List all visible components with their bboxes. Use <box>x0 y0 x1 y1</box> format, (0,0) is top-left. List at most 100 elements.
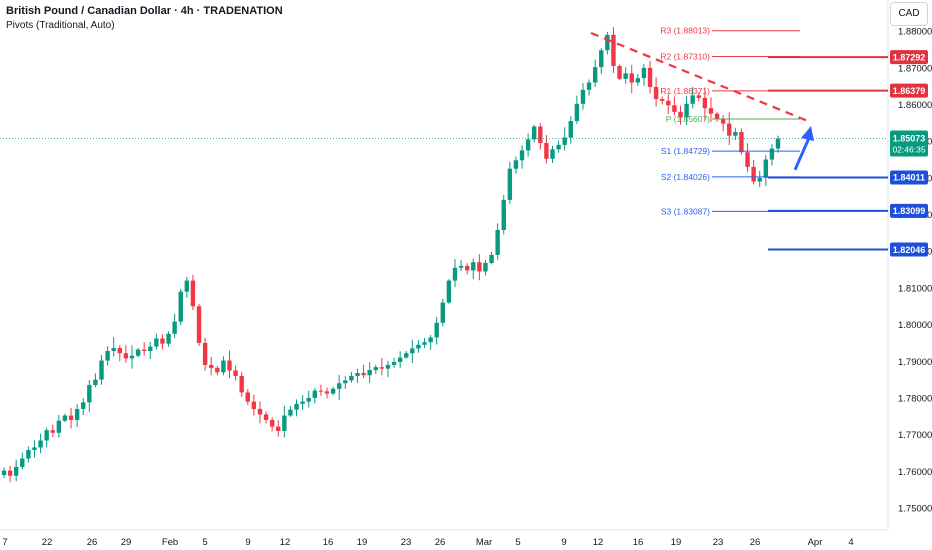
candle-body <box>422 342 427 345</box>
candle-body <box>440 302 446 323</box>
candle-body <box>166 333 171 344</box>
candle-body <box>379 367 385 369</box>
candle-body <box>525 139 531 151</box>
time-tick-label: 4 <box>848 537 853 548</box>
time-tick-label: Apr <box>808 537 823 548</box>
candle-body <box>93 379 98 386</box>
candle-body <box>56 420 62 433</box>
candle-body <box>513 160 519 169</box>
pivot-label: R2 (1.87310) <box>660 51 710 61</box>
price-tick-label: 1.77000 <box>898 430 932 441</box>
level-price-tag-text: 1.84011 <box>893 173 925 183</box>
time-tick-label: 29 <box>121 537 132 548</box>
time-tick-label: 19 <box>671 537 682 548</box>
candle-body <box>81 402 86 409</box>
candle-body <box>367 370 372 376</box>
candle-body <box>678 111 683 118</box>
candle-body <box>477 262 482 272</box>
candle-body <box>251 401 257 409</box>
candle-body <box>300 401 305 404</box>
candle-body <box>294 403 299 410</box>
candle-body <box>87 385 92 403</box>
candle-body <box>666 100 671 106</box>
current-price-tag <box>890 130 928 157</box>
candle-body <box>324 391 330 394</box>
currency-button[interactable]: CAD <box>890 2 928 26</box>
candle-body <box>586 82 592 90</box>
candle-body <box>263 414 269 420</box>
candle-body <box>635 78 641 83</box>
descending-trendline[interactable] <box>590 31 809 123</box>
price-tick-label: 1.87000 <box>898 63 932 74</box>
candle-body <box>135 349 141 356</box>
time-tick-label: 5 <box>515 537 520 548</box>
level-price-tag-text: 1.86379 <box>893 86 926 96</box>
time-tick-label: 23 <box>713 537 724 548</box>
candle-body <box>727 123 732 136</box>
candle-body <box>611 34 616 67</box>
time-tick-label: 7 <box>2 537 7 548</box>
candle-body <box>708 108 714 114</box>
candle-body <box>20 458 25 467</box>
level-price-tag-text: 1.83099 <box>893 206 926 216</box>
candle-body <box>629 73 634 83</box>
candle-body <box>239 375 244 393</box>
candle-body <box>416 344 421 349</box>
price-tick-label: 1.76000 <box>898 467 932 478</box>
candle-body <box>574 103 580 122</box>
candle-body <box>672 105 677 112</box>
candle-body <box>446 280 452 303</box>
candle-body <box>1 470 7 475</box>
candle-body <box>306 397 311 402</box>
indicator-legend[interactable]: Pivots (Traditional, Auto) <box>6 20 115 31</box>
candle-body <box>330 388 336 394</box>
candle-body <box>404 353 409 358</box>
candle-body <box>74 408 80 420</box>
candle-body <box>245 392 250 402</box>
pivot-label: R3 (1.88013) <box>660 26 710 36</box>
candle-body <box>538 126 543 144</box>
candle-body <box>355 373 360 376</box>
candle-body <box>391 362 397 365</box>
candle-body <box>452 267 458 281</box>
candle-body <box>769 148 775 160</box>
candle-body <box>410 348 415 354</box>
candle-body <box>647 67 653 87</box>
time-tick-label: 19 <box>357 537 368 548</box>
candle-body <box>343 380 348 384</box>
candle-body <box>123 353 129 359</box>
time-tick-label: 26 <box>87 537 98 548</box>
symbol-title[interactable]: British Pound / Canadian Dollar · 4h · T… <box>6 5 283 17</box>
projection-arrow-head <box>801 126 814 142</box>
candle-body <box>660 99 665 101</box>
candle-body <box>349 375 354 381</box>
current-price-value: 1.85073 <box>893 134 926 144</box>
level-price-tag <box>890 170 928 185</box>
candle-body <box>464 265 470 271</box>
time-tick-label: 9 <box>245 537 250 548</box>
candle-body <box>282 415 287 431</box>
pivot-label: P (1.85607) <box>666 114 710 124</box>
time-tick-label: 22 <box>42 537 53 548</box>
candle-body <box>13 466 19 476</box>
candle-body <box>550 149 555 159</box>
candle-body <box>312 390 318 398</box>
candle-body <box>653 86 659 100</box>
price-tick-label: 1.80000 <box>898 320 932 331</box>
time-tick-label: 9 <box>561 537 566 548</box>
candle-body <box>269 419 275 427</box>
candle-body <box>775 138 781 149</box>
candle-body <box>209 364 214 368</box>
level-price-tag <box>890 83 928 98</box>
candle-body <box>141 349 147 352</box>
candle-body <box>617 66 622 79</box>
candle-body <box>385 364 391 369</box>
candle-body <box>336 383 342 389</box>
candle-body <box>50 430 55 433</box>
candle-body <box>556 144 561 150</box>
candle-body <box>702 97 708 109</box>
projection-arrow[interactable] <box>793 137 811 171</box>
candle-body <box>129 355 135 359</box>
candle-body <box>495 229 500 255</box>
